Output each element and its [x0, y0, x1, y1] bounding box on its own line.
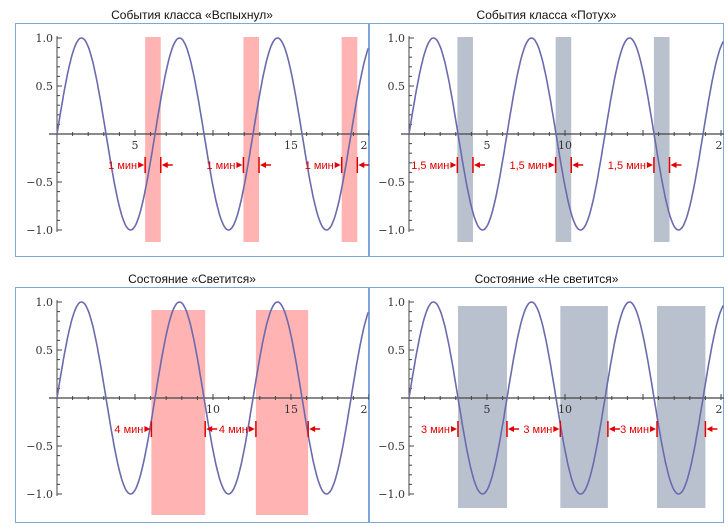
- y-tick-label: 1.0: [388, 296, 406, 309]
- panel-title: События класса «Потух»: [476, 8, 617, 22]
- arrow-right-icon: [553, 426, 560, 432]
- sine-curve: [56, 301, 369, 495]
- x-tick-label: 10: [206, 403, 220, 416]
- y-tick-label: 1.0: [36, 32, 54, 45]
- sine-plot-panel: 1.0 0.5 −0.5 −1.0 3 мин 3 мин 3 мин 5 10 2: [369, 287, 724, 523]
- y-tick-label: −1.0: [26, 488, 53, 501]
- y-tick-label: −1.0: [378, 488, 405, 501]
- interval-band: [457, 37, 473, 242]
- arrow-left-icon: [608, 426, 615, 432]
- interval-label: 3 мин: [421, 424, 450, 436]
- x-tick-label: 5: [484, 403, 491, 416]
- x-tick-label: 15: [284, 139, 298, 152]
- interval-band: [653, 37, 670, 242]
- y-tick-label: 1.0: [36, 296, 54, 309]
- y-tick-label: −0.5: [26, 440, 53, 453]
- x-tick-label: 10: [558, 403, 572, 416]
- y-tick-label: 0.5: [36, 80, 54, 93]
- y-tick-label: −1.0: [378, 224, 405, 237]
- arrow-right-icon: [138, 162, 145, 168]
- interval-label: 3 мин: [620, 424, 649, 436]
- x-tick-label: 10: [558, 139, 572, 152]
- interval-label: 3 мин: [523, 424, 552, 436]
- arrow-left-icon: [572, 162, 579, 168]
- sine-curve: [408, 301, 724, 495]
- sine-plot-panel: 1.0 0.5 −0.5 −1.0 4 мин 4 мин 10 15 2: [15, 287, 369, 523]
- arrow-right-icon: [650, 426, 657, 432]
- x-tick-label: 5: [132, 139, 139, 152]
- x-tick-label: 2: [361, 403, 368, 416]
- arrow-right-icon: [144, 426, 151, 432]
- y-tick-label: −1.0: [26, 224, 53, 237]
- sine-curve: [56, 37, 369, 231]
- y-tick-label: −0.5: [378, 176, 405, 189]
- arrow-right-icon: [548, 162, 555, 168]
- y-tick-label: −0.5: [26, 176, 53, 189]
- x-tick-label: 2: [361, 139, 368, 152]
- arrow-left-icon: [309, 426, 316, 432]
- arrow-right-icon: [236, 162, 243, 168]
- y-tick-label: 0.5: [388, 80, 406, 93]
- sine-plot-panel: 1.0 0.5 −0.5 −1.0 1 мин 1 мин 1 мин 5 15 2: [15, 23, 369, 257]
- arrow-left-icon: [670, 162, 677, 168]
- arrow-right-icon: [334, 162, 341, 168]
- arrow-left-icon: [473, 162, 480, 168]
- interval-band: [145, 37, 161, 242]
- interval-label: 1 мин: [108, 160, 137, 172]
- interval-label: 4 мин: [219, 424, 248, 436]
- arrow-left-icon: [206, 426, 213, 432]
- panel-frame: [15, 23, 369, 257]
- interval-band: [555, 37, 572, 242]
- interval-band: [255, 310, 309, 515]
- arrow-right-icon: [646, 162, 653, 168]
- panel-title: Состояние «Светится»: [128, 272, 256, 286]
- x-tick-label: 5: [484, 139, 491, 152]
- panel-frame: [15, 287, 369, 523]
- y-tick-label: 0.5: [388, 344, 406, 357]
- interval-label: 1,5 мин: [608, 160, 646, 172]
- arrow-left-icon: [507, 426, 514, 432]
- arrow-left-icon: [358, 162, 365, 168]
- x-tick-label: 2: [716, 403, 723, 416]
- x-tick-label: 15: [284, 403, 298, 416]
- arrow-left-icon: [260, 162, 267, 168]
- panel-title: Состояние «Не светится»: [474, 272, 619, 286]
- interval-band: [657, 306, 706, 508]
- panel-title: События класса «Вспыхнул»: [111, 8, 273, 22]
- panel-frame: [369, 287, 724, 523]
- interval-label: 1,5 мин: [411, 160, 449, 172]
- arrow-left-icon: [161, 162, 168, 168]
- interval-label: 1 мин: [305, 160, 334, 172]
- interval-band: [457, 306, 507, 508]
- interval-band: [151, 310, 206, 515]
- y-tick-label: −0.5: [378, 440, 405, 453]
- arrow-left-icon: [706, 426, 713, 432]
- y-tick-label: 1.0: [388, 32, 406, 45]
- arrow-right-icon: [248, 426, 255, 432]
- arrow-right-icon: [450, 162, 457, 168]
- interval-band: [243, 37, 260, 242]
- interval-label: 4 мин: [114, 424, 143, 436]
- interval-band: [560, 306, 608, 508]
- interval-label: 1 мин: [206, 160, 235, 172]
- interval-label: 1,5 мин: [509, 160, 547, 172]
- sine-plot-panel: 1.0 0.5 −0.5 −1.0 1,5 мин 1,5 мин 1,5 мин 5 10 2: [369, 23, 724, 257]
- x-tick-label: 2: [716, 139, 723, 152]
- panel-frame: [369, 23, 724, 257]
- y-tick-label: 0.5: [36, 344, 54, 357]
- arrow-right-icon: [450, 426, 457, 432]
- sine-curve: [408, 37, 724, 231]
